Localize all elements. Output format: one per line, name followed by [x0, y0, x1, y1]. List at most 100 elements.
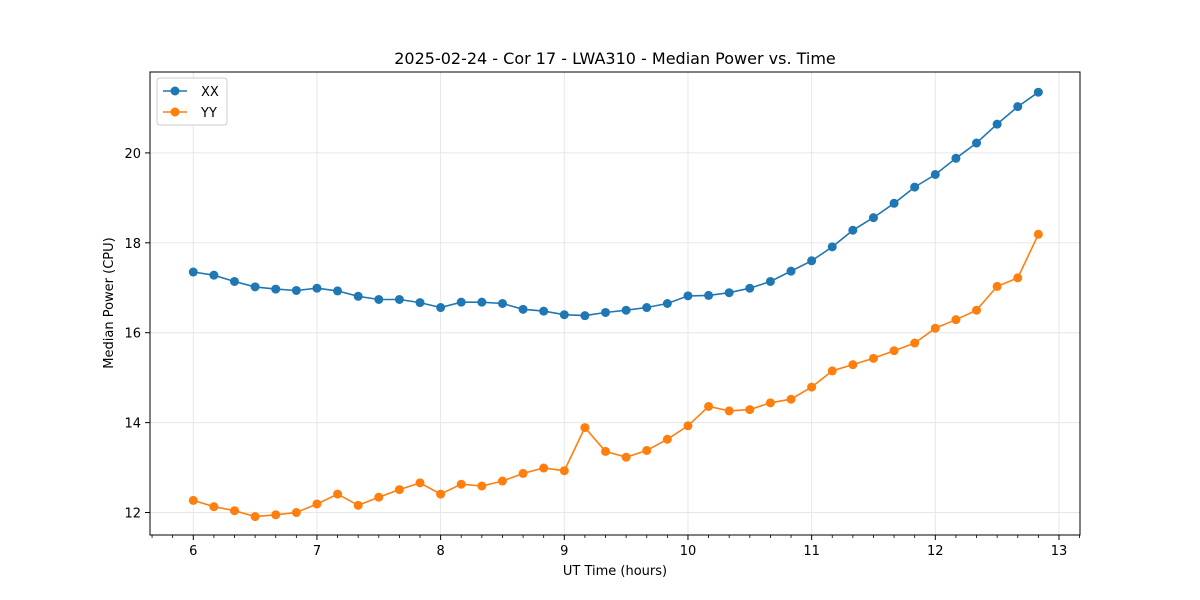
data-point-xx: [601, 307, 611, 317]
data-point-yy: [930, 323, 940, 333]
legend-label-yy: YY: [200, 106, 217, 121]
x-tick-label: 7: [313, 544, 321, 559]
data-point-xx: [353, 291, 363, 301]
data-point-yy: [188, 495, 198, 505]
data-point-yy: [271, 510, 281, 520]
data-point-xx: [436, 303, 446, 313]
data-point-xx: [807, 256, 817, 266]
x-tick-label: 8: [436, 544, 444, 559]
data-point-yy: [353, 500, 363, 510]
x-tick-label: 12: [927, 544, 944, 559]
y-tick-label: 16: [124, 327, 141, 342]
data-point-xx: [394, 294, 404, 304]
data-point-yy: [456, 479, 466, 489]
x-tick-label: 9: [560, 544, 568, 559]
x-tick-label: 11: [803, 544, 820, 559]
data-point-xx: [889, 198, 899, 208]
y-tick-label: 14: [124, 417, 141, 432]
y-tick-label: 12: [124, 507, 141, 522]
data-point-xx: [209, 270, 219, 280]
data-point-xx: [1013, 102, 1023, 112]
data-point-yy: [724, 406, 734, 416]
data-point-xx: [621, 305, 631, 315]
y-tick-label: 18: [124, 237, 141, 252]
data-point-xx: [765, 276, 775, 286]
data-point-xx: [456, 297, 466, 307]
data-point-yy: [827, 366, 837, 376]
chart-title: 2025-02-24 - Cor 17 - LWA310 - Median Po…: [394, 49, 836, 68]
data-point-xx: [580, 311, 590, 321]
data-point-xx: [683, 291, 693, 301]
data-point-yy: [1033, 229, 1043, 239]
data-point-xx: [704, 290, 714, 300]
legend-marker-yy: [170, 107, 180, 117]
data-point-yy: [436, 489, 446, 499]
data-point-xx: [827, 242, 837, 252]
data-point-yy: [951, 315, 961, 325]
data-point-yy: [580, 423, 590, 433]
data-point-xx: [333, 286, 343, 296]
data-point-xx: [848, 225, 858, 235]
data-point-xx: [539, 306, 549, 316]
data-point-yy: [972, 305, 982, 315]
data-point-xx: [415, 298, 425, 308]
x-tick-label: 10: [680, 544, 697, 559]
data-point-yy: [518, 468, 528, 478]
data-point-xx: [972, 138, 982, 148]
data-point-xx: [312, 283, 322, 293]
data-point-yy: [642, 445, 652, 455]
data-point-yy: [1013, 273, 1023, 283]
legend-marker-xx: [170, 86, 180, 96]
data-point-yy: [374, 492, 384, 502]
x-tick-label: 6: [189, 544, 197, 559]
data-point-xx: [642, 303, 652, 313]
data-point-xx: [724, 288, 734, 298]
y-tick-label: 20: [124, 147, 141, 162]
legend-label-xx: XX: [201, 85, 219, 100]
data-point-xx: [250, 282, 260, 292]
data-point-xx: [745, 283, 755, 293]
data-point-xx: [271, 284, 281, 294]
data-point-xx: [662, 299, 672, 308]
x-tick-label: 13: [1051, 544, 1068, 559]
data-point-yy: [992, 281, 1002, 291]
data-point-xx: [868, 213, 878, 223]
data-point-yy: [868, 353, 878, 363]
data-point-xx: [374, 294, 384, 304]
data-point-yy: [333, 489, 343, 499]
data-point-yy: [394, 485, 404, 495]
data-point-xx: [518, 304, 528, 314]
x-axis-label: UT Time (hours): [563, 564, 667, 579]
data-point-xx: [930, 169, 940, 179]
data-point-yy: [250, 512, 260, 522]
data-point-yy: [559, 466, 569, 476]
data-point-yy: [601, 446, 611, 456]
data-point-xx: [992, 119, 1002, 129]
data-point-yy: [209, 502, 219, 512]
data-point-yy: [415, 478, 425, 488]
data-point-yy: [621, 452, 631, 462]
data-point-yy: [497, 476, 507, 486]
data-point-yy: [539, 463, 549, 473]
data-point-xx: [230, 276, 240, 286]
data-point-yy: [807, 382, 817, 392]
data-point-yy: [848, 360, 858, 370]
data-point-xx: [1033, 87, 1043, 97]
data-point-yy: [765, 398, 775, 408]
axis-ticks: 6 7 8 9 10 11 12 13 12 14 16 18 20: [124, 147, 1080, 559]
data-point-yy: [745, 405, 755, 415]
data-point-yy: [704, 401, 714, 411]
data-point-yy: [291, 508, 301, 518]
series-layer: [188, 87, 1043, 522]
data-point-xx: [497, 299, 507, 308]
data-point-xx: [786, 266, 796, 276]
data-point-yy: [230, 506, 240, 516]
data-point-yy: [889, 346, 899, 356]
data-point-yy: [662, 434, 672, 444]
data-point-yy: [683, 421, 693, 431]
legend: XX YY: [156, 77, 228, 126]
data-point-xx: [477, 297, 487, 307]
data-point-xx: [951, 153, 961, 163]
data-point-yy: [312, 499, 322, 509]
